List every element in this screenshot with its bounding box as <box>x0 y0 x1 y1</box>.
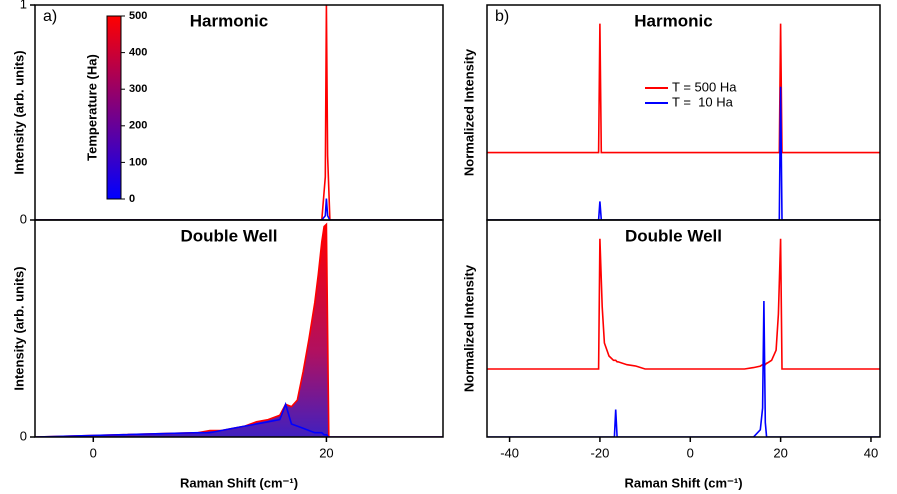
plot-area <box>487 238 880 437</box>
colorbar-tick-label: 0 <box>129 193 135 205</box>
colorbar-label: Temperature (Ha) <box>84 54 99 161</box>
x-tick-label: 0 <box>90 445 97 460</box>
panel-title: Double Well <box>181 226 278 245</box>
x-tick-label: -40 <box>500 445 519 460</box>
x-axis-label: Raman Shift (cm⁻¹) <box>624 475 742 490</box>
plot-frame <box>34 219 444 438</box>
y-tick-label: 0 <box>20 428 27 443</box>
series-line <box>487 238 880 370</box>
plot-frame <box>486 219 881 438</box>
x-tick-label: -20 <box>591 445 610 460</box>
x-tick-label: 20 <box>773 445 787 460</box>
series-line <box>35 401 443 437</box>
colorbar <box>106 15 122 200</box>
y-tick-label: 1 <box>20 0 27 11</box>
series-line <box>35 198 443 220</box>
y-axis-label: Intensity (arb. units) <box>11 50 26 174</box>
colorbar-tick-label: 100 <box>129 156 147 168</box>
x-axis-label: Raman Shift (cm⁻¹) <box>180 475 298 490</box>
plot-area <box>487 23 880 220</box>
series-line <box>487 86 880 220</box>
y-axis-label: Normalized Intensity <box>461 264 476 392</box>
panel-title: Double Well <box>625 226 722 245</box>
panel-title: Harmonic <box>190 11 268 30</box>
x-tick-label: 20 <box>319 445 333 460</box>
plot-area <box>35 222 443 437</box>
x-tick-label: 0 <box>687 445 694 460</box>
colorbar-tick-label: 300 <box>129 83 147 95</box>
plot-frame <box>486 4 881 221</box>
colorbar-tick-label: 200 <box>129 120 147 132</box>
y-axis-label: Normalized Intensity <box>461 48 476 176</box>
series-line <box>35 222 443 437</box>
legend-label: T = 10 Ha <box>672 94 734 109</box>
panel-label: b) <box>495 8 509 25</box>
colorbar-tick-label: 500 <box>129 10 147 22</box>
panel-label: a) <box>43 8 57 25</box>
y-axis-label: Intensity (arb. units) <box>11 266 26 390</box>
legend-label: T = 500 Ha <box>672 79 737 94</box>
y-tick-label: 0 <box>20 211 27 226</box>
plot-area <box>35 5 443 220</box>
x-tick-label: 40 <box>864 445 878 460</box>
series-area <box>35 224 443 437</box>
panel-title: Harmonic <box>634 11 712 30</box>
colorbar-tick-label: 400 <box>129 47 147 59</box>
